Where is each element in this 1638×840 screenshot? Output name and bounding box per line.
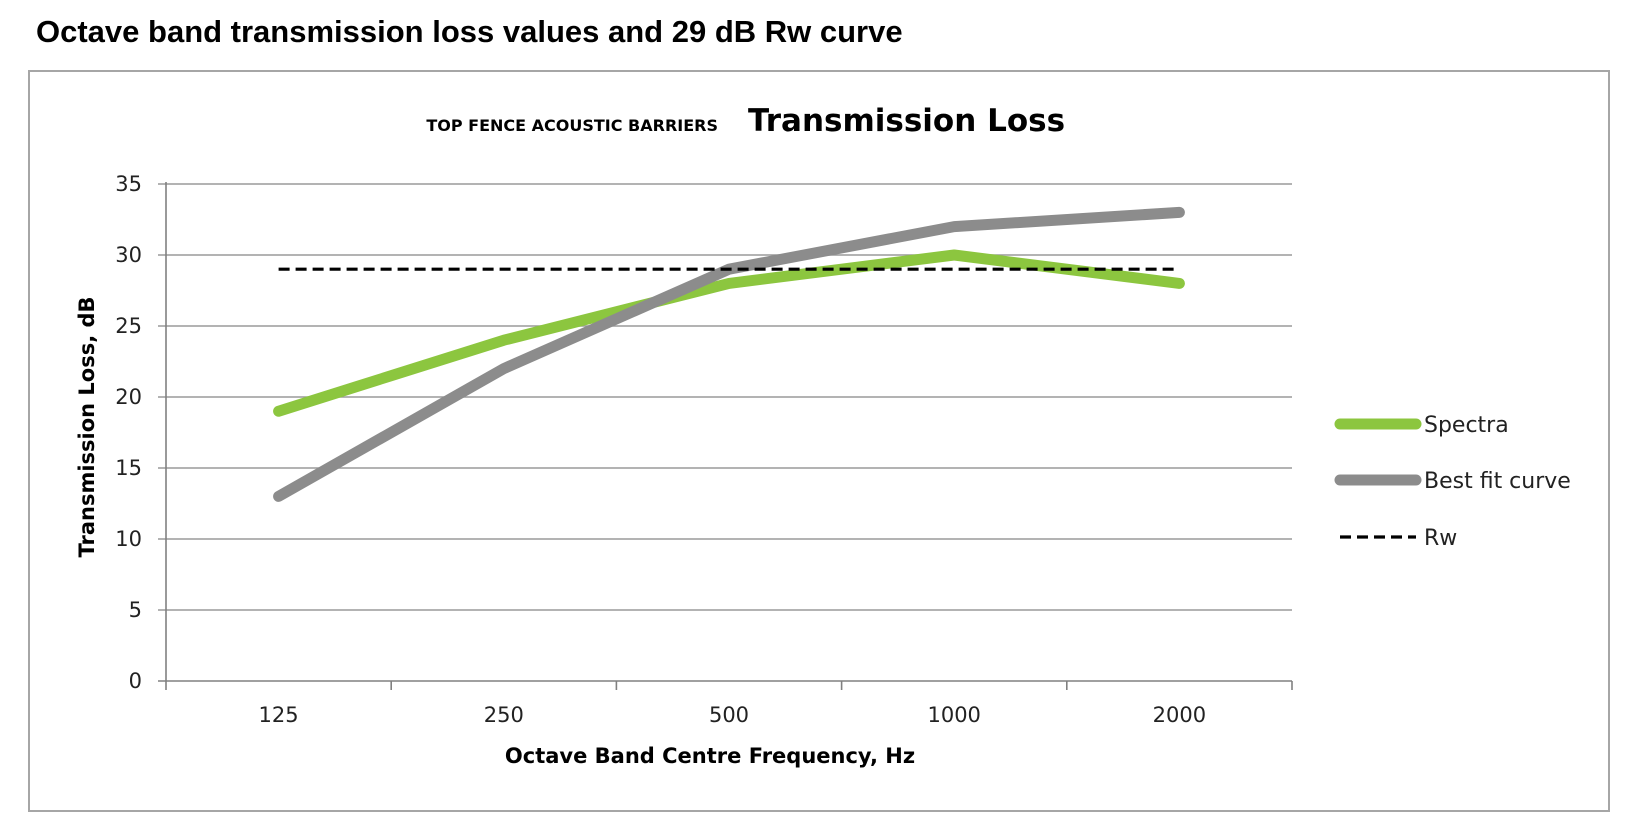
page-heading: Octave band transmission loss values and… — [36, 14, 903, 49]
y-tick-label: 20 — [115, 385, 142, 409]
x-tick-label: 500 — [709, 703, 749, 727]
series-lines — [273, 206, 1185, 502]
legend-label-rw: Rw — [1424, 526, 1457, 551]
chart-title-prefix: TOP FENCE ACOUSTIC BARRIERS — [426, 116, 718, 135]
x-tick-label: 125 — [259, 703, 299, 727]
y-tick-label: 25 — [115, 314, 142, 338]
y-tick-label: 30 — [115, 243, 142, 267]
y-tick-label: 10 — [115, 527, 142, 551]
x-axis-label: Octave Band Centre Frequency, Hz — [505, 744, 915, 768]
x-tick-label: 250 — [484, 703, 524, 727]
x-tick-label: 2000 — [1153, 703, 1206, 727]
x-tick-label: 1000 — [927, 703, 980, 727]
gridlines — [158, 183, 1292, 611]
y-tick-label: 15 — [115, 456, 142, 480]
axes: 0 5 10 15 20 25 30 35 125 250 500 1000 2000 — [115, 172, 1293, 727]
y-tick-label: 35 — [115, 172, 142, 196]
y-tick-label: 5 — [129, 598, 142, 622]
series-line-spectra — [273, 249, 1185, 417]
legend: Spectra Best fit curve Rw — [1334, 413, 1571, 551]
legend-label-spectra: Spectra — [1424, 413, 1509, 438]
y-axis-label: Transmission Loss, dB — [75, 296, 99, 557]
chart-frame — [28, 70, 1610, 812]
legend-label-best-fit-curve: Best fit curve — [1424, 469, 1571, 494]
y-tick-label: 0 — [129, 669, 142, 693]
chart-title: Transmission Loss — [748, 103, 1065, 139]
